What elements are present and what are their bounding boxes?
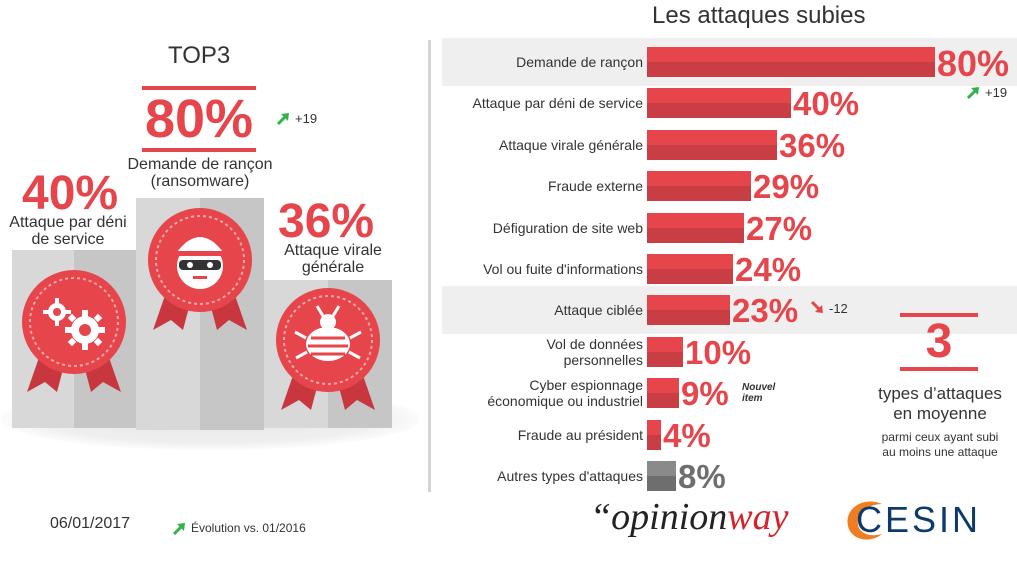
avg-types-sublabel: parmi ceux ayant subi au moins une attaq… bbox=[881, 430, 999, 459]
bar bbox=[647, 336, 683, 367]
bar bbox=[647, 88, 791, 119]
gears-badge-icon bbox=[22, 270, 126, 392]
bar bbox=[647, 378, 679, 409]
bar bbox=[647, 129, 777, 160]
category-label: Demande de rançon bbox=[516, 54, 643, 70]
third-label: Attaque virale générale bbox=[284, 242, 382, 276]
third-value: 36% bbox=[278, 195, 375, 248]
evolution-legend-text: Évolution vs. 01/2016 bbox=[191, 521, 306, 535]
second-value: 40% bbox=[22, 167, 119, 220]
avg-types-box: 3 bbox=[900, 313, 978, 371]
bar bbox=[647, 461, 676, 491]
trend-up-arrow-icon bbox=[276, 113, 289, 126]
bar bbox=[647, 212, 744, 243]
trend-down-arrow-icon bbox=[810, 301, 823, 314]
evolution-legend: Évolution vs. 01/2016 bbox=[172, 520, 306, 536]
category-label: Attaque ciblée bbox=[554, 302, 643, 319]
category-label: Autres types d'attaques bbox=[497, 468, 643, 484]
trend-up-arrow-icon bbox=[966, 87, 979, 100]
category-label: Défiguration de site web bbox=[492, 219, 643, 236]
bar-value-label: 80% bbox=[937, 43, 1010, 84]
chart-title: Les attaques subies bbox=[652, 2, 866, 29]
trend-up-arrow-icon bbox=[172, 523, 185, 536]
bar-delta: +19 bbox=[966, 84, 1007, 100]
bar bbox=[647, 419, 661, 450]
category-label: Fraude externe bbox=[548, 178, 643, 195]
bar bbox=[647, 254, 733, 284]
bar-value-label: 27% bbox=[746, 209, 813, 247]
bar-value-label: 4% bbox=[663, 416, 711, 454]
category-label: Attaque par déni de service bbox=[472, 95, 643, 112]
top3-title: TOP3 bbox=[168, 42, 231, 69]
first-value-box: 80% bbox=[142, 86, 256, 152]
category-label: Vol ou fuite d'informations bbox=[483, 261, 643, 277]
avg-types-number: 3 bbox=[925, 315, 953, 368]
category-label: Cyber espionnage économique ou industriel bbox=[487, 377, 643, 410]
bar bbox=[647, 47, 935, 77]
divider bbox=[428, 40, 431, 492]
bar-value-label: 10% bbox=[685, 333, 752, 371]
burglar-badge-icon bbox=[148, 208, 252, 330]
bar bbox=[647, 171, 751, 202]
bar-value-label: 36% bbox=[779, 126, 846, 164]
cesin-logo-swoosh-icon bbox=[847, 501, 882, 540]
bar bbox=[647, 295, 730, 326]
first-value: 80% bbox=[144, 89, 254, 149]
new-item-note: Nouvel item bbox=[742, 382, 776, 404]
cesin-logo: CESIN bbox=[842, 496, 978, 544]
category-label: Vol de données personnelles bbox=[546, 335, 643, 368]
first-delta: +19 bbox=[276, 110, 317, 126]
first-label: Demande de rançon (ransomware) bbox=[127, 156, 273, 190]
opinionway-logo: “opinionway bbox=[590, 496, 789, 538]
bar-value-label: 9% bbox=[681, 375, 729, 413]
bug-badge-icon bbox=[276, 288, 380, 410]
bar-delta: -12 bbox=[810, 300, 848, 316]
second-label: Attaque par déni de service bbox=[9, 214, 127, 248]
bar-value-label: 24% bbox=[735, 251, 802, 288]
survey-date: 06/01/2017 bbox=[50, 515, 131, 532]
bar-value-label: 8% bbox=[678, 458, 726, 495]
category-label: Attaque virale générale bbox=[499, 136, 643, 153]
bar-value-label: 23% bbox=[732, 292, 799, 330]
bar-value-label: 29% bbox=[753, 168, 820, 206]
first-delta-value: +19 bbox=[295, 110, 318, 126]
avg-types-label: types d’attaques en moyenne bbox=[878, 384, 1002, 423]
bar-value-label: 40% bbox=[793, 85, 860, 123]
category-label: Fraude au président bbox=[517, 426, 643, 443]
